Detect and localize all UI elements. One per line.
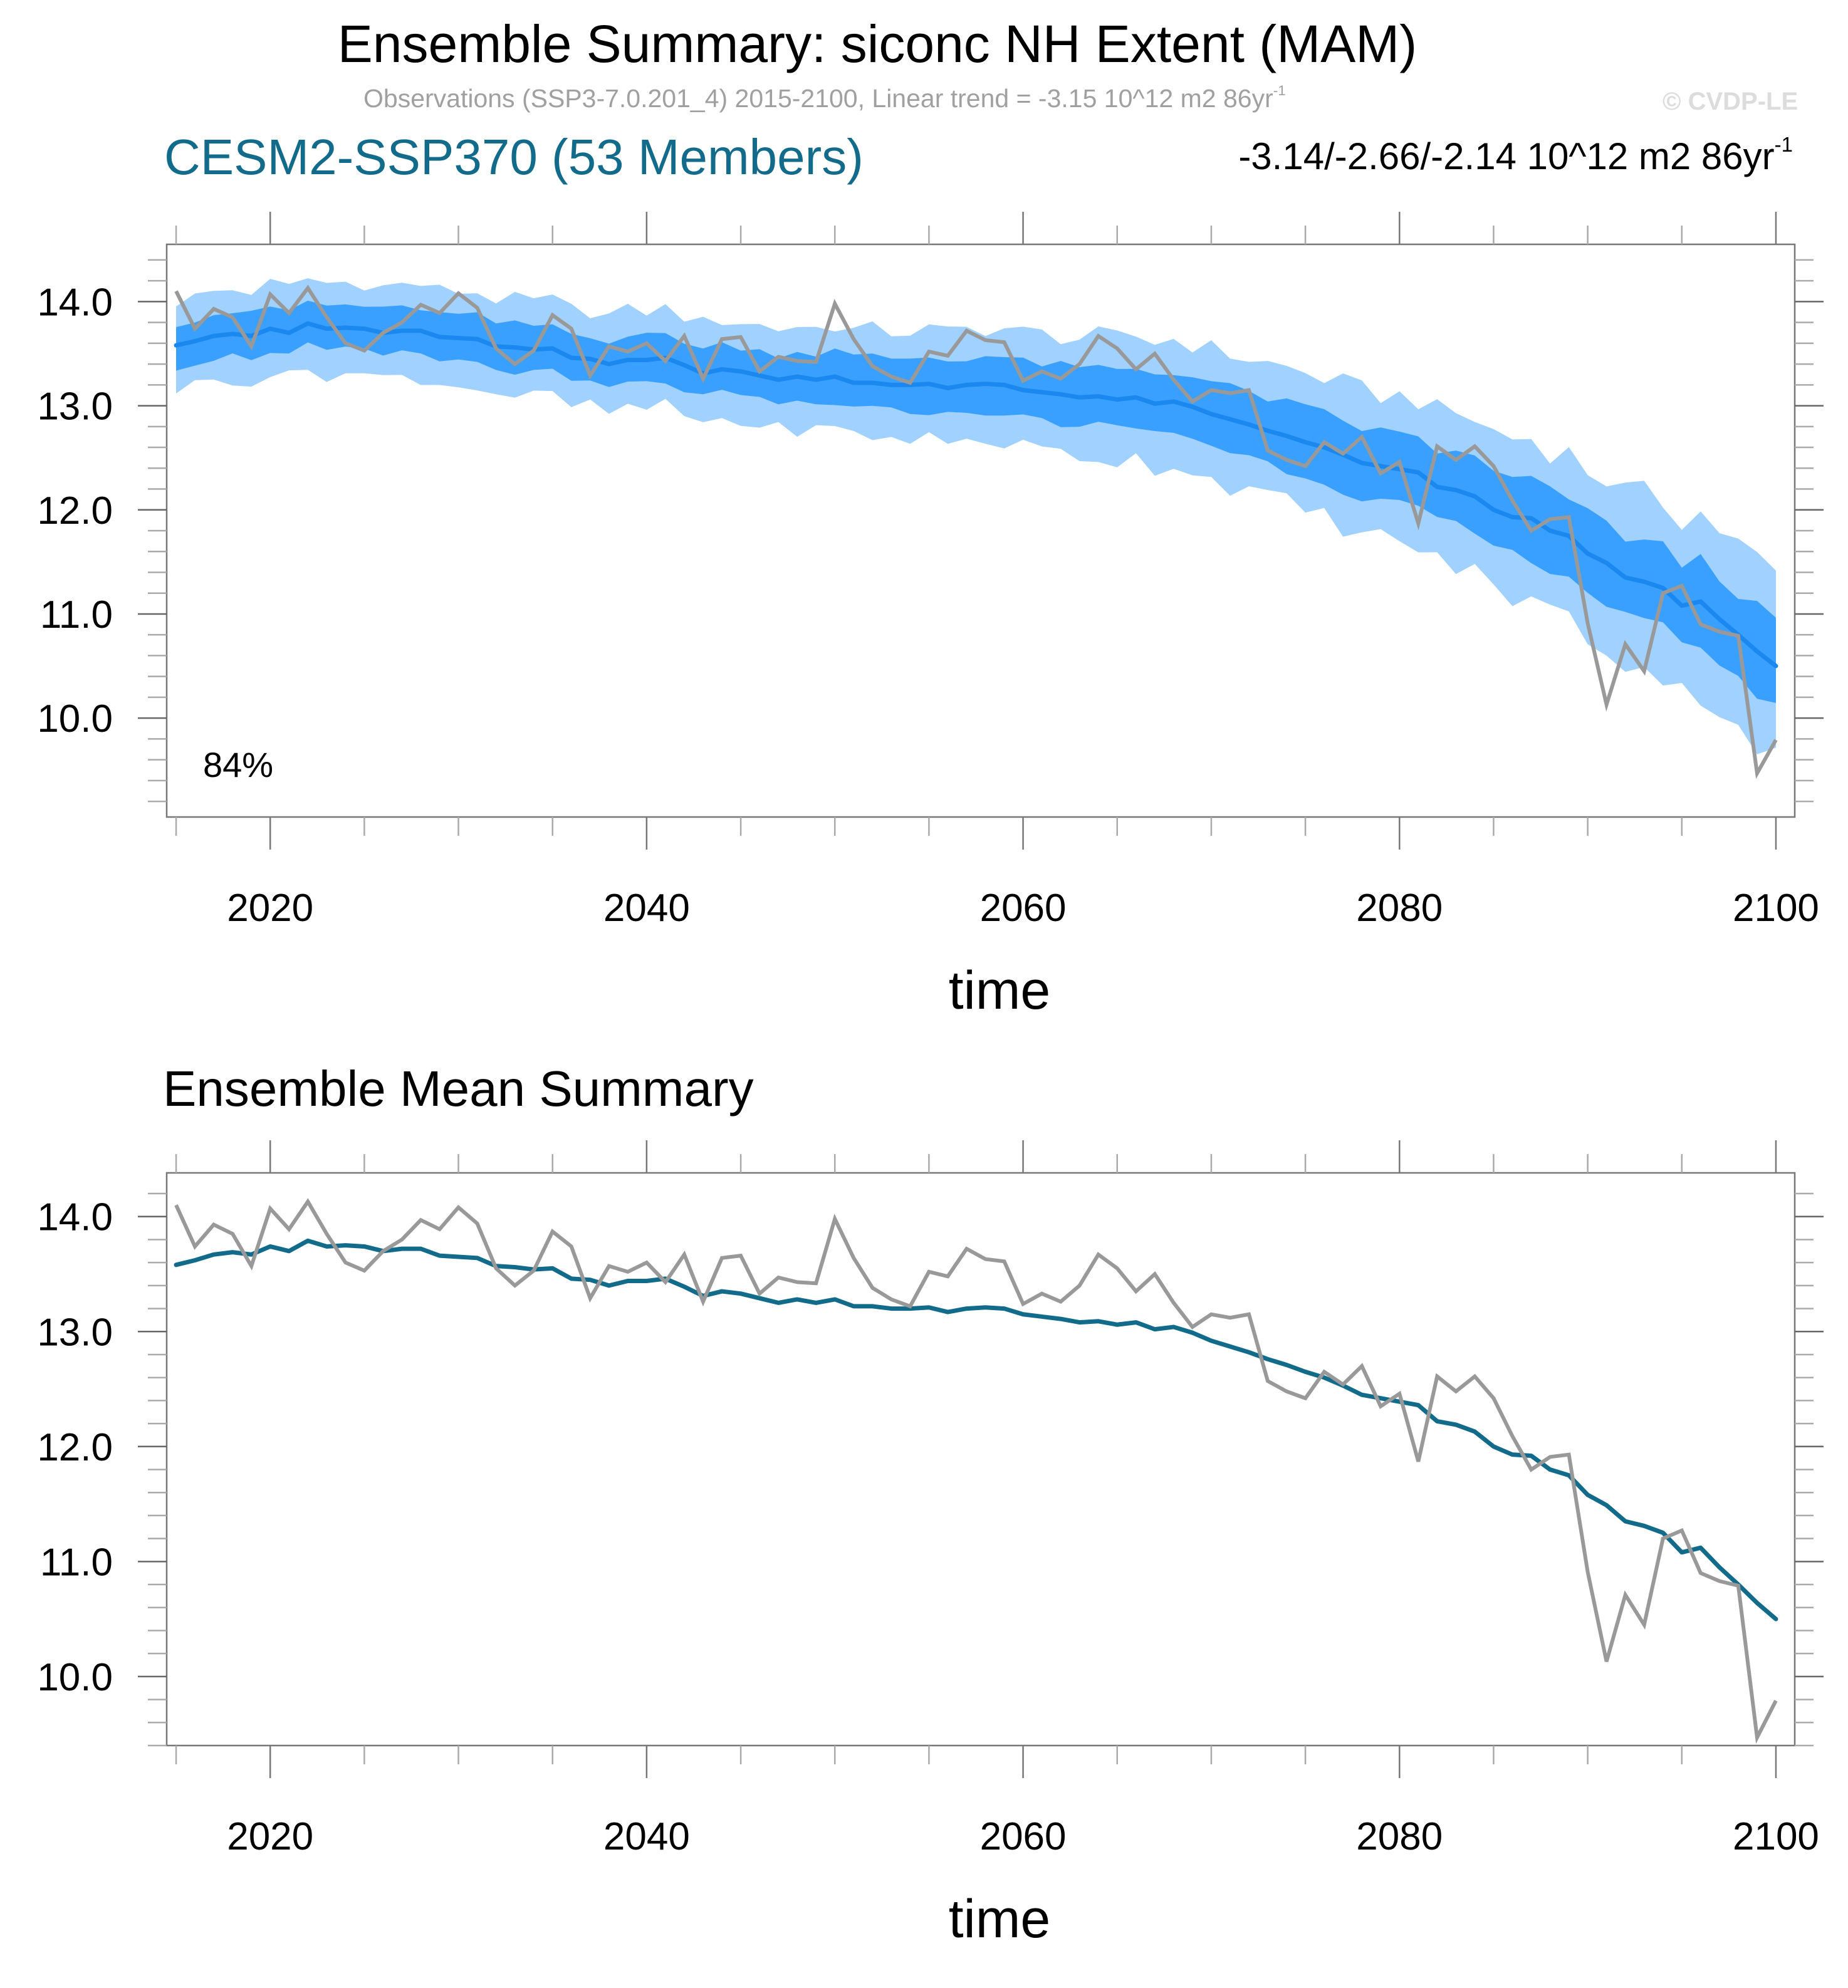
subtitle-exponent: -1 xyxy=(1273,82,1286,98)
y-tick-label: 12.0 xyxy=(37,1426,113,1469)
trend-range-exponent: -1 xyxy=(1774,132,1793,156)
y-tick-label: 13.0 xyxy=(37,1311,113,1354)
ensemble-mean-line xyxy=(174,1238,1778,1621)
observations-line xyxy=(174,284,1778,779)
x-axis-title: time xyxy=(949,1889,1050,1949)
x-tick-label: 2060 xyxy=(980,887,1067,930)
y-tick-label: 14.0 xyxy=(37,1196,113,1239)
trend-range-text: -3.14/-2.66/-2.14 10^12 m2 86yr xyxy=(1238,135,1775,177)
plot-frame xyxy=(165,1172,1796,1747)
copyright-label: © CVDP-LE xyxy=(1663,88,1798,115)
y-tick-label: 14.0 xyxy=(37,281,113,324)
main-title: Ensemble Summary: siconc NH Extent (MAM) xyxy=(337,14,1417,73)
y-tick-label: 10.0 xyxy=(37,697,113,741)
y-tick-label: 13.0 xyxy=(37,385,113,429)
ensemble-mean-line xyxy=(174,321,1778,669)
y-tick-label: 10.0 xyxy=(37,1656,113,1699)
ensemble-inner-band xyxy=(176,300,1776,703)
ensemble-outer-band xyxy=(176,278,1776,754)
x-tick-label: 2080 xyxy=(1356,887,1443,930)
chart-panel-1: 10.0 11.0 12.0 13.0 14.0 2020 2040 2060 2080 2100… xyxy=(37,212,1824,1021)
x-tick-label: 2020 xyxy=(227,1815,313,1858)
x-tick-label: 2080 xyxy=(1356,1815,1443,1858)
x-tick-label: 2040 xyxy=(603,1815,690,1858)
x-tick-label: 2100 xyxy=(1733,1815,1819,1858)
subtitle-text: Observations (SSP3-7.0.201_4) 2015-2100,… xyxy=(363,84,1273,113)
percent-annotation: 84% xyxy=(203,745,273,784)
x-tick-label: 2020 xyxy=(227,887,313,930)
x-axis-title: time xyxy=(949,960,1050,1021)
observations-line xyxy=(174,1198,1778,1744)
ensemble-mean-title: Ensemble Mean Summary xyxy=(163,1061,754,1116)
x-tick-label: 2060 xyxy=(980,1815,1067,1858)
y-tick-label: 11.0 xyxy=(40,593,113,637)
trend-range-label: -3.14/-2.66/-2.14 10^12 m2 86yr-1 xyxy=(1238,132,1793,178)
x-tick-label: 2040 xyxy=(603,887,690,930)
y-tick-label: 12.0 xyxy=(37,489,113,533)
observations-subtitle: Observations (SSP3-7.0.201_4) 2015-2100,… xyxy=(363,82,1286,113)
chart-panel-2: 10.0 11.0 12.0 13.0 14.0 2020 2040 2060 2080 2100… xyxy=(37,1140,1824,1949)
x-tick-label: 2100 xyxy=(1733,887,1819,930)
y-tick-label: 11.0 xyxy=(40,1541,113,1584)
model-title: CESM2-SSP370 (53 Members) xyxy=(164,129,864,185)
